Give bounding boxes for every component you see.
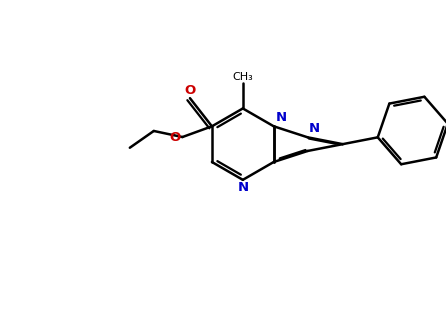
Text: N: N — [237, 181, 248, 194]
Text: N: N — [276, 111, 287, 124]
Text: CH₃: CH₃ — [233, 72, 253, 82]
Text: N: N — [309, 122, 320, 135]
Text: O: O — [169, 130, 181, 144]
Text: O: O — [184, 84, 196, 97]
